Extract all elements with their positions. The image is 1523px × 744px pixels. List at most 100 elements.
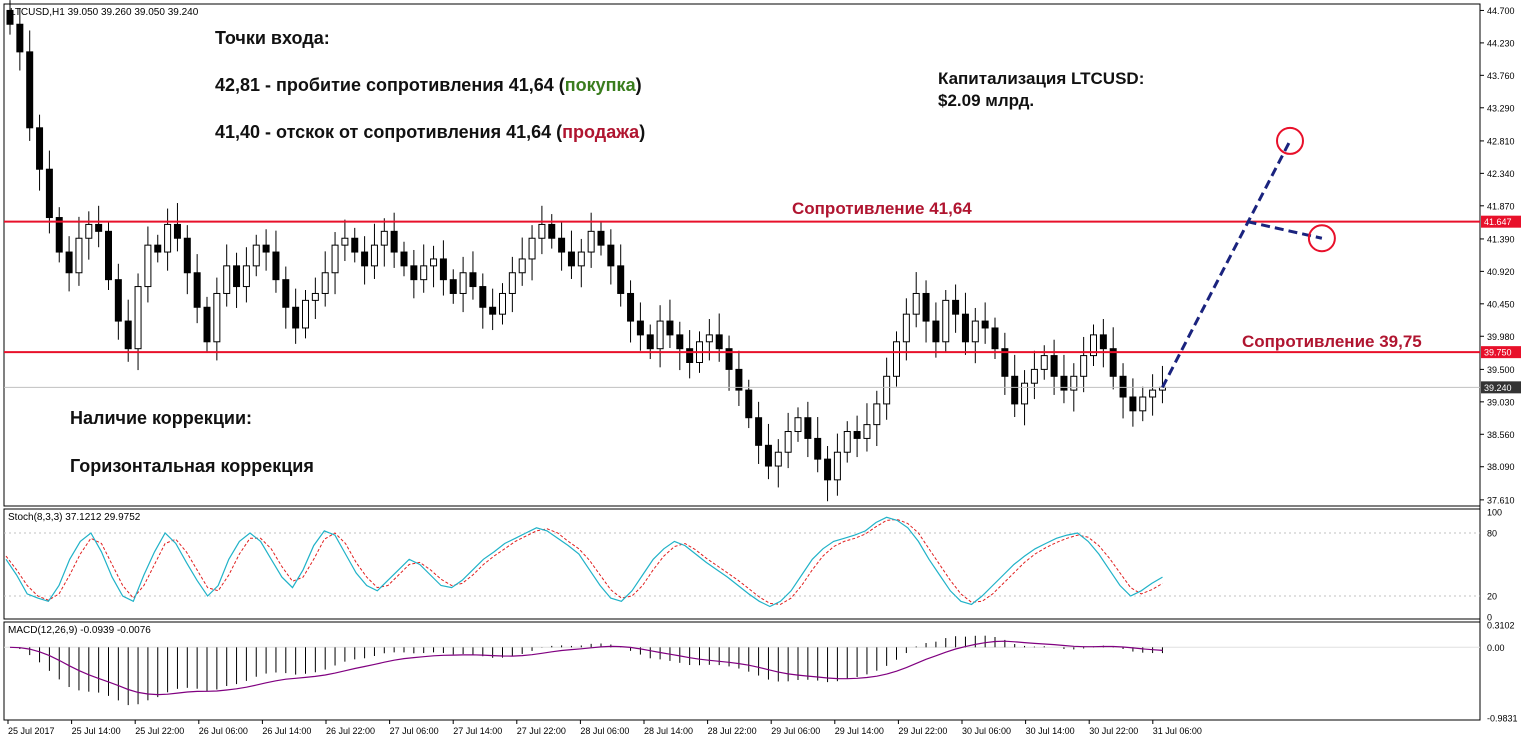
candle-bull [223, 265, 231, 294]
macd-pane[interactable] [3, 621, 1481, 721]
candle-bear [114, 279, 122, 322]
time-tick-label: 30 Jul 14:00 [1026, 726, 1075, 736]
candle-bear [755, 417, 763, 446]
entry-sell: 41,40 - отскок от сопротивления 41,64 (п… [215, 122, 645, 143]
macd-header: MACD(12,26,9) -0.0939 -0.0076 [8, 625, 151, 636]
candle-bear [183, 237, 191, 274]
time-tick-label: 30 Jul 06:00 [962, 726, 1011, 736]
candle-bear [351, 237, 359, 253]
candle-bear [282, 279, 290, 308]
candle-bear [36, 127, 44, 170]
stoch-main-line [5, 516, 1163, 608]
price-tick-label: 42.810 [1487, 136, 1515, 146]
candle-bear [449, 279, 457, 294]
entry-title: Точки входа: [215, 28, 330, 49]
stoch-tick-label: 20 [1487, 592, 1497, 602]
candle-bear [479, 286, 487, 308]
candle-bear [173, 223, 181, 239]
candle-bear [952, 299, 960, 315]
candle-bull [420, 265, 428, 281]
entry-sell-text: 41,40 - отскок от сопротивления 41,64 ( [215, 122, 563, 142]
candle-bull [587, 230, 595, 253]
candle-bear [981, 320, 989, 329]
candle-bull [370, 244, 378, 267]
time-tick-label: 29 Jul 14:00 [835, 726, 884, 736]
macd-tick-label: 0.3102 [1487, 621, 1515, 631]
time-tick-label: 31 Jul 06:00 [1153, 726, 1202, 736]
candle-bear [410, 265, 418, 281]
candle-bull [252, 244, 260, 267]
price-tick-label: 37.610 [1487, 495, 1515, 505]
candle-bull [1021, 382, 1029, 405]
candle-bull [321, 272, 329, 294]
candle-bull [1139, 396, 1147, 412]
candle-bull [538, 223, 546, 239]
candle-bull [499, 292, 506, 315]
candle-bull [883, 375, 891, 405]
candle-bear [932, 320, 940, 343]
candle-bear [262, 244, 270, 253]
candle-bear [725, 348, 733, 370]
entry-sell-close: ) [639, 122, 646, 142]
time-tick-label: 28 Jul 14:00 [644, 726, 693, 736]
price-pane[interactable] [3, 3, 1481, 507]
candle-bear [203, 306, 211, 343]
target-marker [1276, 126, 1304, 155]
price-tick-label: 44.230 [1487, 38, 1515, 48]
candle-bull [873, 403, 881, 426]
candle-bear [991, 327, 999, 350]
candle-bear [814, 437, 822, 460]
stochastic-indicator: 100 80 20 0 [4, 508, 1502, 623]
candle-bull [1080, 355, 1088, 377]
candle-bear [627, 292, 635, 322]
candle-bear [154, 244, 162, 253]
macd-tick-label: 0.00 [1487, 643, 1505, 653]
target-marker [1307, 224, 1336, 253]
entry-sell-action: продажа [562, 122, 640, 142]
stoch-tick-label: 100 [1487, 508, 1502, 518]
candle-bear [558, 237, 566, 253]
candle-bear [361, 251, 369, 267]
candle-bear [735, 368, 743, 391]
correction-title: Наличие коррекции: [70, 408, 252, 429]
candle-bull [242, 265, 250, 288]
resistance-price-tag-label: 39.750 [1484, 348, 1512, 358]
candle-bull [971, 320, 979, 343]
time-tick-label: 29 Jul 06:00 [771, 726, 820, 736]
candle-bear [607, 244, 615, 267]
candle-bull [893, 341, 900, 377]
candle-bull [1030, 368, 1038, 384]
candle-bull [774, 451, 782, 467]
candle-bear [824, 458, 832, 481]
candle-bull [341, 237, 349, 246]
candle-bear [686, 348, 694, 363]
stoch-pane[interactable] [3, 508, 1481, 620]
time-tick-label: 26 Jul 14:00 [262, 726, 311, 736]
forecast-buy-line [1161, 140, 1292, 389]
candle-bear [548, 223, 556, 239]
symbol-header: LTCUSD,H1 39.050 39.260 39.050 39.240 [10, 7, 199, 18]
candle-bear [16, 23, 24, 53]
candle-bear [292, 306, 300, 329]
candle-bear [676, 334, 684, 350]
macd-tick-label: -0.9831 [1487, 714, 1518, 724]
forecast-path [1161, 126, 1336, 389]
time-axis: 25 Jul 2017 25 Jul 14:00 25 Jul 22:00 26 Ju… [7, 720, 1202, 736]
price-tick-label: 40.450 [1487, 299, 1515, 309]
candle-bear [1099, 334, 1107, 350]
capitalization-value: $2.09 млрд. [938, 91, 1035, 110]
candle-bear [597, 230, 605, 246]
candle-bear [804, 417, 812, 439]
candle-bull [656, 320, 664, 350]
candle-bear [469, 272, 477, 288]
price-tick-label: 43.760 [1487, 71, 1515, 81]
candle-bull [912, 292, 920, 315]
candle-bull [863, 424, 871, 439]
candle-bear [6, 9, 14, 25]
current-price-tag [1481, 381, 1521, 394]
macd-indicator: 0.3102 0.00 -0.9831 [4, 621, 1518, 724]
capitalization: Капитализация LTCUSD: $2.09 млрд. [938, 68, 1144, 112]
resistance-lines[interactable]: 41.647 39.750 39.240 [4, 215, 1521, 394]
candle-bull [577, 251, 585, 267]
